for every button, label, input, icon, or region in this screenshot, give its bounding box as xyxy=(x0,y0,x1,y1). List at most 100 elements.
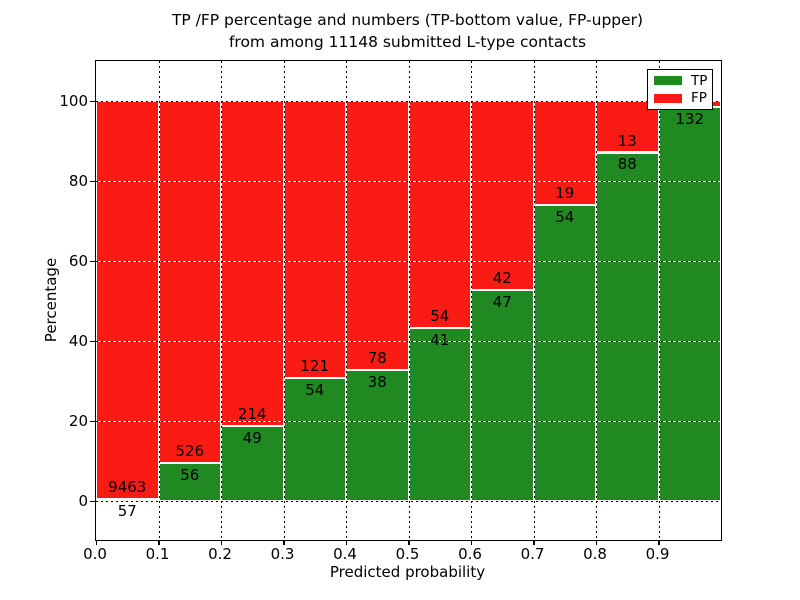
tp-count-label: 54 xyxy=(555,208,575,227)
bar-segment-fp xyxy=(533,101,596,206)
y-tick-label: 100 xyxy=(59,92,88,110)
x-tick-label: 0.5 xyxy=(395,545,420,563)
fp-count-label: 214 xyxy=(237,405,267,424)
x-axis-tick xyxy=(408,540,410,545)
y-tick-label: 20 xyxy=(68,412,88,430)
gridline-vertical xyxy=(596,61,597,540)
bar-column xyxy=(283,101,346,501)
x-tick-label: 0.6 xyxy=(458,545,482,563)
tp-count-label: 132 xyxy=(675,109,705,128)
legend-item-tp: TP xyxy=(648,73,712,89)
legend-label-fp: FP xyxy=(691,90,707,107)
y-axis-tick xyxy=(89,100,95,102)
tp-count-label: 88 xyxy=(617,155,637,174)
x-axis-label: Predicted probability xyxy=(329,563,486,581)
gridline-vertical xyxy=(471,61,472,540)
x-axis-tick xyxy=(470,540,472,545)
y-axis-label: Percentage xyxy=(42,257,60,343)
x-axis-tick xyxy=(658,540,660,545)
fp-count-label: 526 xyxy=(175,441,205,460)
bar-column xyxy=(533,101,596,501)
bar-segment-fp xyxy=(221,101,284,427)
y-axis-tick xyxy=(89,180,95,182)
bar-column xyxy=(471,101,534,501)
y-tick-label: 80 xyxy=(68,172,88,190)
x-axis-tick xyxy=(95,540,97,545)
plot-area: TP FP 9463 57 526 56 214 49 121 54 78 38 54 41 42 47 1… xyxy=(59,60,722,545)
tp-count-label: 49 xyxy=(242,429,262,448)
tp-legend-swatch xyxy=(654,76,682,86)
fp-count-label: 78 xyxy=(367,348,387,367)
x-tick-label: 0.3 xyxy=(270,545,295,563)
title-line-1: TP /FP percentage and numbers (TP-bottom… xyxy=(171,11,644,29)
fp-count-label: 9463 xyxy=(108,477,147,496)
bar-segment-fp xyxy=(158,101,221,463)
x-tick-label: 0.1 xyxy=(145,545,170,563)
tp-count-label: 47 xyxy=(492,292,512,311)
bar-segment-fp xyxy=(346,101,409,370)
legend-label-tp: TP xyxy=(691,72,708,89)
bar-segment-tp xyxy=(533,205,596,501)
bar-segment-fp xyxy=(283,101,346,378)
fp-count-label: 54 xyxy=(430,307,450,326)
legend: TP FP xyxy=(647,69,713,110)
x-tick-label: 0.4 xyxy=(333,545,357,563)
bar-segment-tp xyxy=(221,426,284,501)
fp-count-label: 42 xyxy=(492,268,512,287)
y-axis-tick xyxy=(89,500,95,502)
bar-segment-tp xyxy=(96,498,159,501)
x-tick-label: 0.8 xyxy=(583,545,607,563)
bar-column xyxy=(596,101,659,501)
bar-column xyxy=(346,101,409,501)
x-axis-tick xyxy=(158,540,160,545)
title-line-2: from among 11148 submitted L-type contac… xyxy=(228,32,587,51)
chart-title: TP /FP percentage and numbers (TP-bottom… xyxy=(95,10,720,53)
bar-segment-tp xyxy=(408,328,471,501)
bar-segment-fp xyxy=(471,101,534,290)
bar-column xyxy=(158,101,221,501)
x-tick-label: 0.2 xyxy=(208,545,232,563)
bar-segment-tp xyxy=(471,289,534,501)
tp-count-label: 38 xyxy=(367,372,387,391)
legend-item-fp: FP xyxy=(648,90,712,106)
x-axis-tick xyxy=(595,540,597,545)
x-axis-tick xyxy=(533,540,535,545)
gridline-vertical xyxy=(283,61,285,540)
bar-column xyxy=(658,101,721,501)
tp-count-label: 54 xyxy=(305,380,325,399)
x-axis-tick xyxy=(345,540,347,545)
fp-count-label: 121 xyxy=(300,356,330,375)
y-tick-label: 60 xyxy=(68,252,88,270)
bar-column xyxy=(96,101,159,501)
bar-segment-tp xyxy=(346,369,409,501)
bar-segment-tp xyxy=(596,152,659,501)
bar-segment-tp xyxy=(658,106,721,501)
x-axis-tick xyxy=(220,540,222,545)
x-axis-tick xyxy=(283,540,285,545)
y-axis-tick xyxy=(89,340,95,342)
bar-column xyxy=(221,101,284,501)
fp-count-label: 19 xyxy=(555,184,575,203)
fp-legend-swatch xyxy=(654,93,682,103)
bar-segment-fp xyxy=(408,101,471,329)
x-tick-label: 0.7 xyxy=(520,545,545,563)
gridline-vertical xyxy=(158,61,160,540)
y-tick-label: 0 xyxy=(78,492,88,510)
bar-segment-fp xyxy=(96,101,159,499)
gridline-vertical xyxy=(408,61,410,540)
tp-count-label: 57 xyxy=(117,501,137,520)
x-tick-label: 0.9 xyxy=(645,545,670,563)
gridline-vertical xyxy=(533,61,535,540)
x-tick-label: 0.0 xyxy=(83,545,107,563)
gridline-vertical xyxy=(221,61,222,540)
gridline-vertical xyxy=(346,61,347,540)
y-tick-label: 40 xyxy=(68,332,88,350)
gridline-vertical xyxy=(658,61,660,540)
y-axis-tick xyxy=(89,420,95,422)
tp-count-label: 56 xyxy=(180,465,200,484)
bar-column xyxy=(408,101,471,501)
y-axis-tick xyxy=(89,260,95,262)
fp-count-label: 13 xyxy=(617,131,637,150)
tp-count-label: 41 xyxy=(430,331,450,350)
